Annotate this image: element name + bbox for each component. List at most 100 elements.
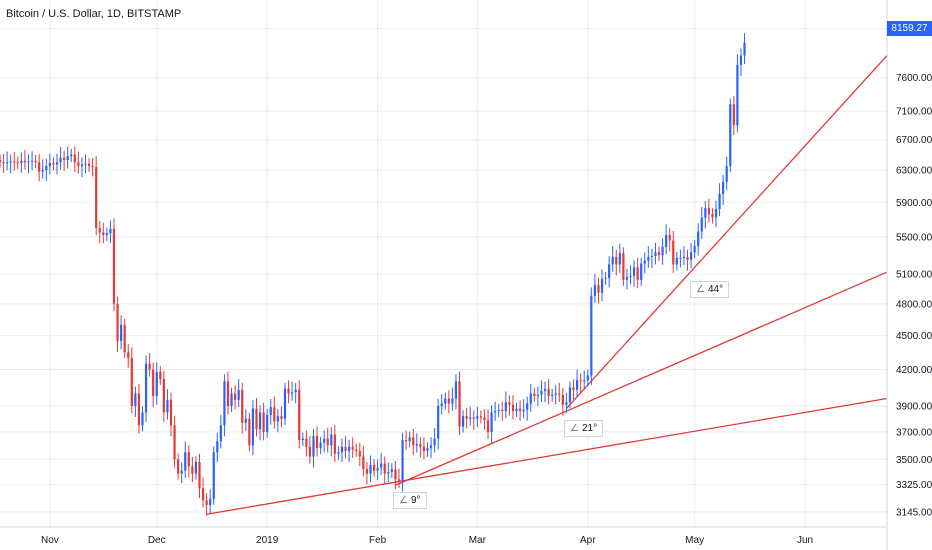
candle-body [668,235,671,241]
candle-body [629,275,632,277]
price-tick-label: 6700.00 [896,135,932,146]
candle-body [344,446,347,451]
candle-body [697,231,700,246]
candle-body [77,162,80,167]
candle-body [518,408,522,412]
candle-body [672,240,675,265]
candle-body [276,416,279,422]
candle-body [433,438,436,446]
candle-body [38,162,41,172]
candle-body [169,399,173,426]
candle-body [130,357,133,407]
candle-body [568,387,572,403]
candle-body [308,446,312,457]
candle-body [415,444,418,446]
candle-body [84,163,87,165]
candle-body [422,446,426,451]
candle-body [479,416,483,418]
trendline-3[interactable] [565,55,888,409]
candle-body [102,232,105,236]
candle-body [536,394,540,397]
candle-body [529,393,532,404]
candle-body [116,303,119,342]
candle-body [689,252,693,260]
candle-body [66,156,69,160]
candle-body [700,217,703,232]
time-tick-label: Jun [797,535,813,546]
candle-body [16,162,19,164]
candle-body [159,371,162,380]
candle-body [647,256,650,261]
candle-body [369,464,372,474]
candle-body [6,162,9,164]
candle-body [23,160,27,163]
candle-body [20,160,23,164]
candle-body [429,445,433,449]
time-tick-label: 2019 [256,535,279,546]
candle-body [397,479,401,481]
candle-body [73,154,76,163]
candle-body [739,55,743,65]
angle-label-9[interactable]: ∠ 9° [393,492,427,509]
candle-body [372,464,376,471]
candle-body [547,388,550,397]
candle-body [283,388,287,419]
time-axis[interactable]: Nov Dec 2019 Feb Mar Apr May Jun [41,535,813,546]
candle-body [216,441,219,453]
candle-body [490,412,493,432]
price-tick-label: 3700.00 [896,427,932,438]
candle-body [141,412,144,426]
trendline-2[interactable] [395,271,888,486]
candle-body [191,466,194,474]
price-tick-label: 7600.00 [896,73,932,84]
candle-body [465,416,468,419]
candle-body [679,257,682,259]
candle-body [419,444,422,447]
candle-body [340,446,344,453]
candle-body [241,389,244,423]
candle-body [593,284,596,296]
candle-body [551,394,554,397]
candle-body [447,398,450,404]
candle-body [326,438,329,446]
candle-body [711,214,714,218]
candle-body [27,161,30,163]
candle-body [212,452,215,499]
price-tick-label: 6300.00 [896,166,932,177]
candle-body [458,381,461,427]
candle-body [255,408,258,430]
candle-body [80,164,84,167]
trendline-1[interactable] [206,397,888,515]
candle-body [52,163,55,165]
candle-body [230,393,233,407]
candle-body [323,438,326,443]
candle-body [437,406,440,439]
candle-body [693,245,696,253]
candle-body [640,263,643,280]
candle-body [725,166,728,182]
candle-body [554,393,557,395]
candle-body [704,208,707,218]
candle-body [561,394,564,405]
candle-body [501,409,504,412]
price-tick-label: 3500.00 [896,455,932,466]
candle-body [95,166,98,228]
angle-label-44[interactable]: ∠ 44° [690,281,730,298]
price-axis[interactable]: 3145.00 3325.00 3500.00 3700.00 3900.00 4200.… [896,24,932,518]
price-tick-label: 4200.00 [896,365,932,376]
candle-body [412,437,415,446]
trendlines[interactable] [206,55,888,515]
time-tick-label: Nov [41,535,59,546]
angle-label-21[interactable]: ∠ 21° [564,420,604,437]
candle-body [654,252,657,257]
candle-body [408,437,411,442]
candle-body [173,425,176,460]
candle-body [625,276,629,280]
candle-body [63,157,66,160]
candle-body [575,380,579,390]
candle-body [48,163,51,167]
price-tick-label: 5100.00 [896,270,932,281]
candle-body [444,398,447,404]
candle-body [337,452,340,454]
